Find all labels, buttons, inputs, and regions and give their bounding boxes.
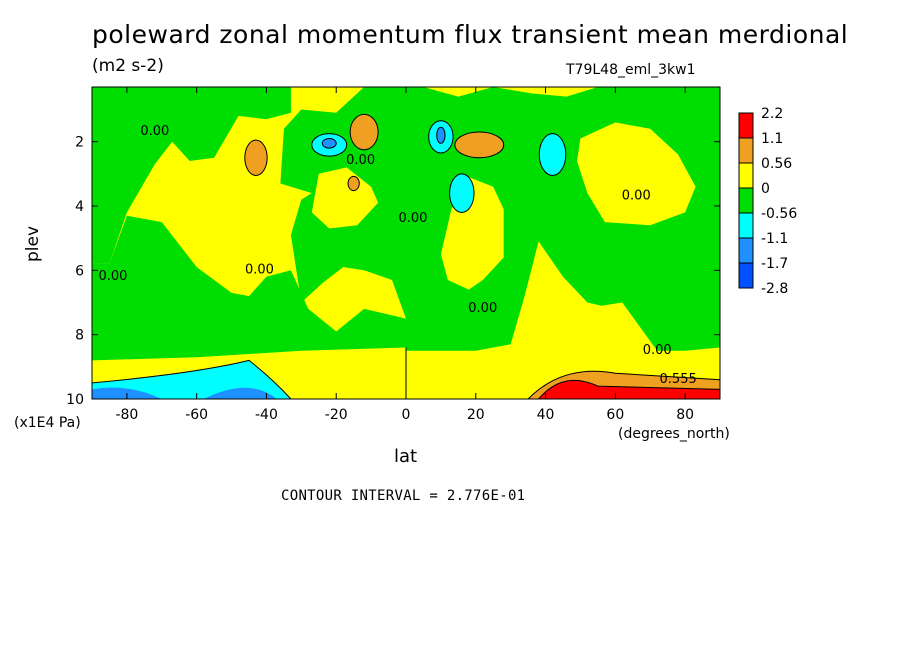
x-tick-label: -40 [255,407,278,423]
contour-region [449,173,475,213]
colorbar-swatch [738,212,754,239]
x-tick-label: 0 [402,407,411,423]
chart-title: poleward zonal momentum flux transient m… [92,20,849,49]
x-tick-label: 20 [467,407,485,423]
contour-label: 0.00 [399,211,428,226]
contour-region [537,379,721,400]
colorbar-label: 0.56 [761,156,792,172]
contour-label: 0.555 [660,372,697,387]
colorbar-label: 1.1 [761,131,783,147]
y-tick-label: 4 [75,199,84,215]
chart-units: (m2 s-2) [92,56,164,76]
y-tick-label: 8 [75,328,84,344]
contour-region [538,133,567,176]
colorbar-label: 2.2 [761,106,783,122]
x-axis-label: lat [394,446,418,467]
contour-label: 0.00 [346,153,375,168]
contour-region [92,87,291,264]
x-tick-label: 80 [676,407,694,423]
colorbar-label: -1.7 [761,256,788,272]
y-tick-label: 2 [75,135,84,151]
contour-region [454,131,505,159]
contour-label: 0.00 [98,269,127,284]
colorbar-label: -2.8 [761,281,788,297]
colorbar-swatch [738,112,754,139]
contour-region [92,215,406,361]
colorbar-swatch [738,262,754,289]
colorbar-label: -0.56 [761,206,797,222]
contour-label: 0.00 [622,189,651,204]
contour-label: 0.00 [468,301,497,316]
dataset-label: T79L48_eml_3kw1 [566,62,696,78]
contour-region [347,175,360,192]
colorbar-swatch [738,237,754,264]
x-axis-units: (degrees_north) [618,426,730,442]
x-tick-label: -20 [325,407,348,423]
contour-interval-note: CONTOUR INTERVAL = 2.776E-01 [281,488,526,504]
colorbar-swatch [738,162,754,189]
colorbar-swatch [738,187,754,214]
x-tick-label: 40 [537,407,555,423]
x-tick-label: 60 [606,407,624,423]
contour-label: 0.00 [245,263,274,278]
contour-region [203,387,277,399]
contour-label: 0.00 [643,343,672,358]
contour-region [577,122,696,226]
x-tick-label: -80 [115,407,138,423]
colorbar-swatch [738,137,754,164]
contour-label: 0.00 [140,124,169,139]
y-tick-label: 6 [75,263,84,279]
y-axis-units: (x1E4 Pa) [14,415,81,431]
contour-region [321,137,337,149]
y-axis-label: plev [23,225,43,262]
colorbar-label: 0 [761,181,770,197]
contour-region [311,167,379,229]
y-tick-label: 10 [66,392,84,408]
colorbar-label: -1.1 [761,231,788,247]
contour-region [436,126,446,144]
contour-region [244,139,268,176]
x-tick-label: -60 [185,407,208,423]
contour-region [349,113,379,151]
